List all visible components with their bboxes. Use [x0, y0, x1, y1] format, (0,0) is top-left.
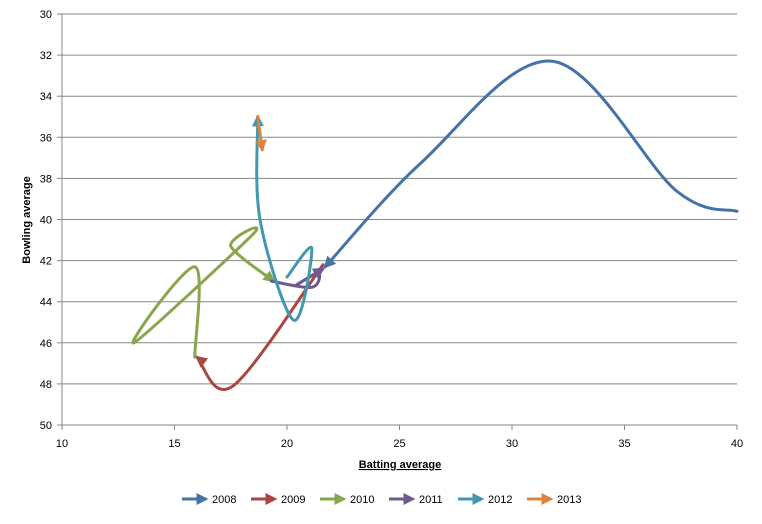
x-tick-label: 30 [506, 438, 518, 450]
x-tick-label: 25 [393, 438, 405, 450]
gridlines [62, 13, 737, 426]
y-tick-label: 44 [40, 297, 52, 309]
x-axis-ticks: 10 15 20 25 30 35 40 [56, 425, 743, 450]
legend-item-2013: 2013 [527, 493, 581, 506]
legend-label: 2010 [350, 494, 374, 506]
y-tick-label: 48 [40, 379, 52, 391]
legend: 2008 2009 2010 2011 2012 2013 [182, 493, 581, 506]
y-tick-label: 50 [40, 420, 52, 432]
series-line-2009 [195, 263, 325, 391]
series-line-2012 [251, 114, 314, 322]
legend-item-2008: 2008 [182, 493, 236, 506]
x-tick-label: 40 [731, 438, 743, 450]
y-tick-label: 40 [40, 215, 52, 227]
x-tick-label: 10 [56, 438, 68, 450]
series-line-2010 [131, 226, 276, 359]
series-line-2008 [323, 59, 739, 269]
legend-label: 2013 [557, 494, 581, 506]
series-line-2011 [269, 267, 326, 289]
x-tick-label: 20 [281, 438, 293, 450]
y-tick-label: 42 [40, 256, 52, 268]
x-tick-label: 35 [618, 438, 630, 450]
legend-label: 2011 [419, 494, 443, 506]
series-group [131, 59, 739, 391]
y-tick-label: 32 [40, 50, 52, 62]
legend-item-2010: 2010 [320, 493, 374, 506]
y-tick-label: 38 [40, 173, 52, 185]
legend-item-2011: 2011 [389, 493, 443, 506]
y-tick-label: 30 [40, 9, 52, 21]
series-line-2013 [255, 115, 267, 153]
legend-label: 2008 [212, 494, 236, 506]
x-tick-label: 15 [168, 438, 180, 450]
x-axis-title: Batting average [359, 459, 442, 471]
y-axis-ticks: 30 32 34 36 38 40 42 44 46 48 50 [40, 9, 62, 432]
y-tick-label: 46 [40, 338, 52, 350]
y-tick-label: 34 [40, 91, 52, 103]
y-axis-title: Bowling average [21, 176, 33, 263]
legend-label: 2009 [281, 494, 305, 506]
legend-label: 2012 [488, 494, 512, 506]
legend-item-2012: 2012 [458, 493, 512, 506]
legend-item-2009: 2009 [251, 493, 305, 506]
y-tick-label: 36 [40, 132, 52, 144]
